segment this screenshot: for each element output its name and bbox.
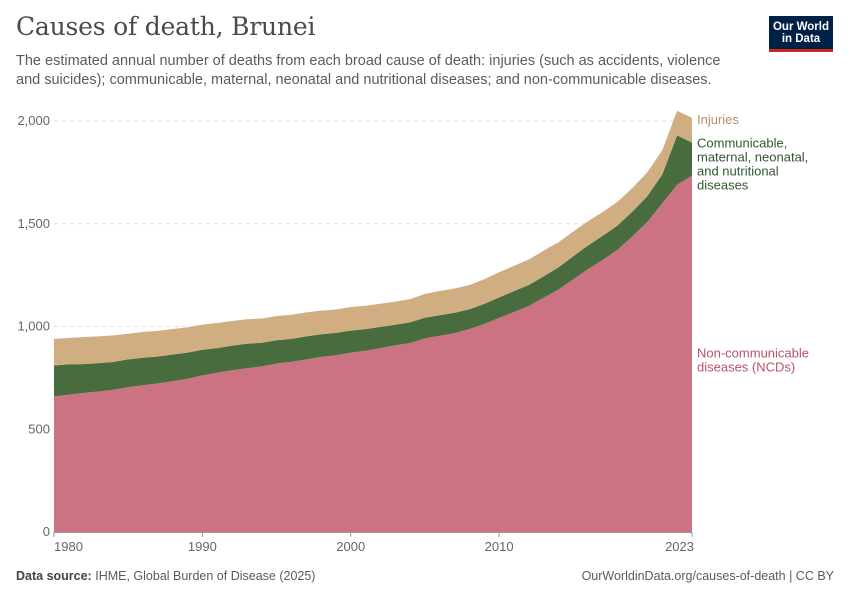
x-tick-label: 1990 bbox=[188, 539, 217, 554]
y-tick-label: 2,000 bbox=[17, 113, 50, 128]
legend-label-line: diseases bbox=[697, 178, 749, 193]
legend-label-line: Injuries bbox=[697, 112, 739, 127]
logo-line-2: in Data bbox=[781, 32, 821, 45]
area-ncd[interactable] bbox=[54, 175, 692, 532]
legend-communicable[interactable]: Communicable,maternal, neonatal,and nutr… bbox=[697, 136, 808, 193]
y-tick-label: 1,500 bbox=[17, 216, 50, 231]
y-tick-label: 0 bbox=[43, 524, 50, 539]
chart-title: Causes of death, Brunei bbox=[16, 12, 316, 41]
legend-injuries[interactable]: Injuries bbox=[697, 112, 739, 127]
data-source: Data source: IHME, Global Burden of Dise… bbox=[16, 569, 315, 583]
y-tick-label: 1,000 bbox=[17, 319, 50, 334]
x-tick-label: 2023 bbox=[665, 539, 694, 554]
x-tick-label: 2000 bbox=[336, 539, 365, 554]
legend-label-line: maternal, neonatal, bbox=[697, 150, 808, 165]
legend-label-line: Communicable, bbox=[697, 136, 787, 151]
source-url-link[interactable]: OurWorldinData.org/causes-of-death | CC … bbox=[581, 569, 834, 583]
x-axis: 1980 1990 2000 2010 2023 bbox=[53, 532, 694, 554]
data-source-label: Data source: bbox=[16, 569, 92, 583]
logo-line-1: Our World bbox=[772, 20, 829, 33]
legend-label-line: diseases (NCDs) bbox=[697, 359, 795, 374]
owid-logo[interactable]: Our World in Data bbox=[769, 16, 833, 52]
chart-subtitle: The estimated annual number of deaths fr… bbox=[16, 53, 721, 88]
series-areas bbox=[54, 110, 692, 532]
x-tick-label: 1980 bbox=[54, 539, 83, 554]
area-injuries[interactable] bbox=[54, 110, 692, 366]
x-tick-label: 2010 bbox=[485, 539, 514, 554]
y-tick-label: 500 bbox=[28, 421, 50, 436]
data-source-text: IHME, Global Burden of Disease (2025) bbox=[95, 569, 316, 583]
y-axis-ticks: 0 500 1,000 1,500 2,000 bbox=[17, 113, 50, 539]
area-communicable[interactable] bbox=[54, 135, 692, 397]
legend-label-line: Non-communicable bbox=[697, 345, 809, 360]
legend-label-line: and nutritional bbox=[697, 164, 779, 179]
